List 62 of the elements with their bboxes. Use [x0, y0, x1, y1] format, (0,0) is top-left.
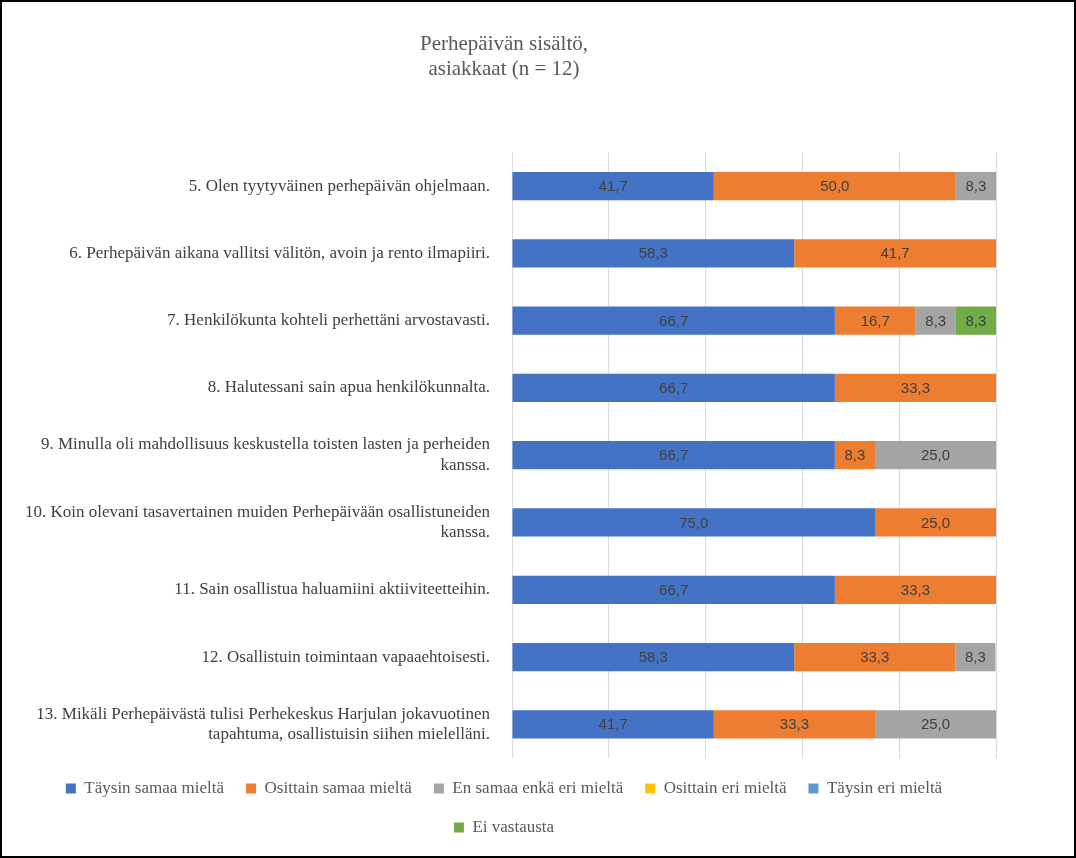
- data-label: 50,0: [820, 177, 850, 195]
- data-label: 8,3: [844, 446, 866, 464]
- data-label: 66,7: [659, 446, 689, 464]
- data-label: 58,3: [638, 244, 668, 262]
- bar: [512, 171, 714, 201]
- data-label: 33,3: [779, 715, 810, 733]
- y-tick-label: 8. Halutessani sain apua henkilökunnalta.: [207, 377, 490, 397]
- bar: [834, 373, 996, 403]
- bar: [512, 710, 714, 739]
- data-label: 8,3: [965, 648, 986, 666]
- data-label: 16,7: [860, 311, 890, 329]
- bar: [794, 239, 996, 268]
- data-label: 25,0: [920, 513, 951, 531]
- data-label: 66,7: [659, 311, 689, 329]
- y-tick-label: 9. Minulla oli mahdollisuus keskustella toisten lasten ja perheiden kanssa.: [40, 434, 491, 474]
- bar: [713, 710, 875, 739]
- bar: [875, 441, 996, 470]
- data-label: 41,7: [598, 715, 628, 733]
- chart-title: Perhepäivän sisältö, asiakkaat (n = 12): [420, 31, 588, 81]
- data-label: 66,7: [659, 580, 689, 598]
- bar: [512, 441, 835, 470]
- data-label: 8,3: [925, 311, 947, 329]
- y-tick-label: 13. Mikäli Perhepäivästä tulisi Perhekeskus Harjulan jokavuotinen tapahtuma, osallistuisin siihen mielelläni.: [36, 703, 491, 744]
- y-tick-label: 6. Perhepäivän aikana vallitsi välitön, avoin ja rento ilmapiiri.: [69, 242, 490, 262]
- data-label: 8,3: [965, 177, 987, 195]
- bar: [713, 171, 956, 201]
- data-label: 8,3: [965, 311, 987, 329]
- legend-label: Osittain samaa mieltä: [264, 777, 413, 797]
- data-label: 25,0: [920, 446, 951, 464]
- bar: [512, 575, 835, 604]
- legend-label: Ei vastausta: [472, 816, 555, 836]
- bar: [512, 239, 795, 268]
- y-tick-label: 10. Koin olevani tasavertainen muiden Perhepäivään osallistuneiden kanssa.: [24, 501, 491, 542]
- data-label: 33,3: [860, 648, 890, 666]
- legend-label: Täysin eri mieltä: [826, 777, 943, 797]
- y-tick-label: 11. Sain osallistua haluamiini aktiiviteetteihin.: [174, 579, 490, 599]
- y-tick-label: 5. Olen tyytyväinen perhepäivän ohjelmaan.: [188, 175, 490, 195]
- data-label: 66,7: [659, 379, 689, 397]
- y-tick-label: 12. Osallistuin toimintaan vapaaehtoisesti.: [201, 646, 490, 666]
- legend-label: Osittain eri mieltä: [663, 777, 787, 797]
- bar: [794, 642, 956, 672]
- bar: [512, 508, 875, 537]
- bar: [512, 642, 795, 672]
- bar: [955, 306, 996, 335]
- bar: [955, 642, 996, 672]
- data-label: 58,3: [638, 648, 668, 666]
- data-label: 33,3: [900, 379, 931, 397]
- legend-label: En samaa enkä eri mieltä: [452, 777, 624, 797]
- y-tick-label: 7. Henkilökunta kohteli perhettäni arvostavasti.: [167, 310, 490, 330]
- bar: [834, 575, 996, 604]
- data-label: 25,0: [920, 715, 951, 733]
- bar: [512, 306, 835, 335]
- data-label: 41,7: [880, 244, 910, 262]
- data-label: 75,0: [679, 513, 709, 531]
- bar: [875, 508, 996, 537]
- data-label: 41,7: [598, 177, 628, 195]
- data-label: 33,3: [900, 580, 931, 598]
- bar: [875, 710, 996, 739]
- bar: [915, 306, 956, 335]
- bar: [834, 306, 916, 335]
- legend-label: Täysin samaa mieltä: [84, 777, 225, 797]
- bar: [512, 373, 835, 403]
